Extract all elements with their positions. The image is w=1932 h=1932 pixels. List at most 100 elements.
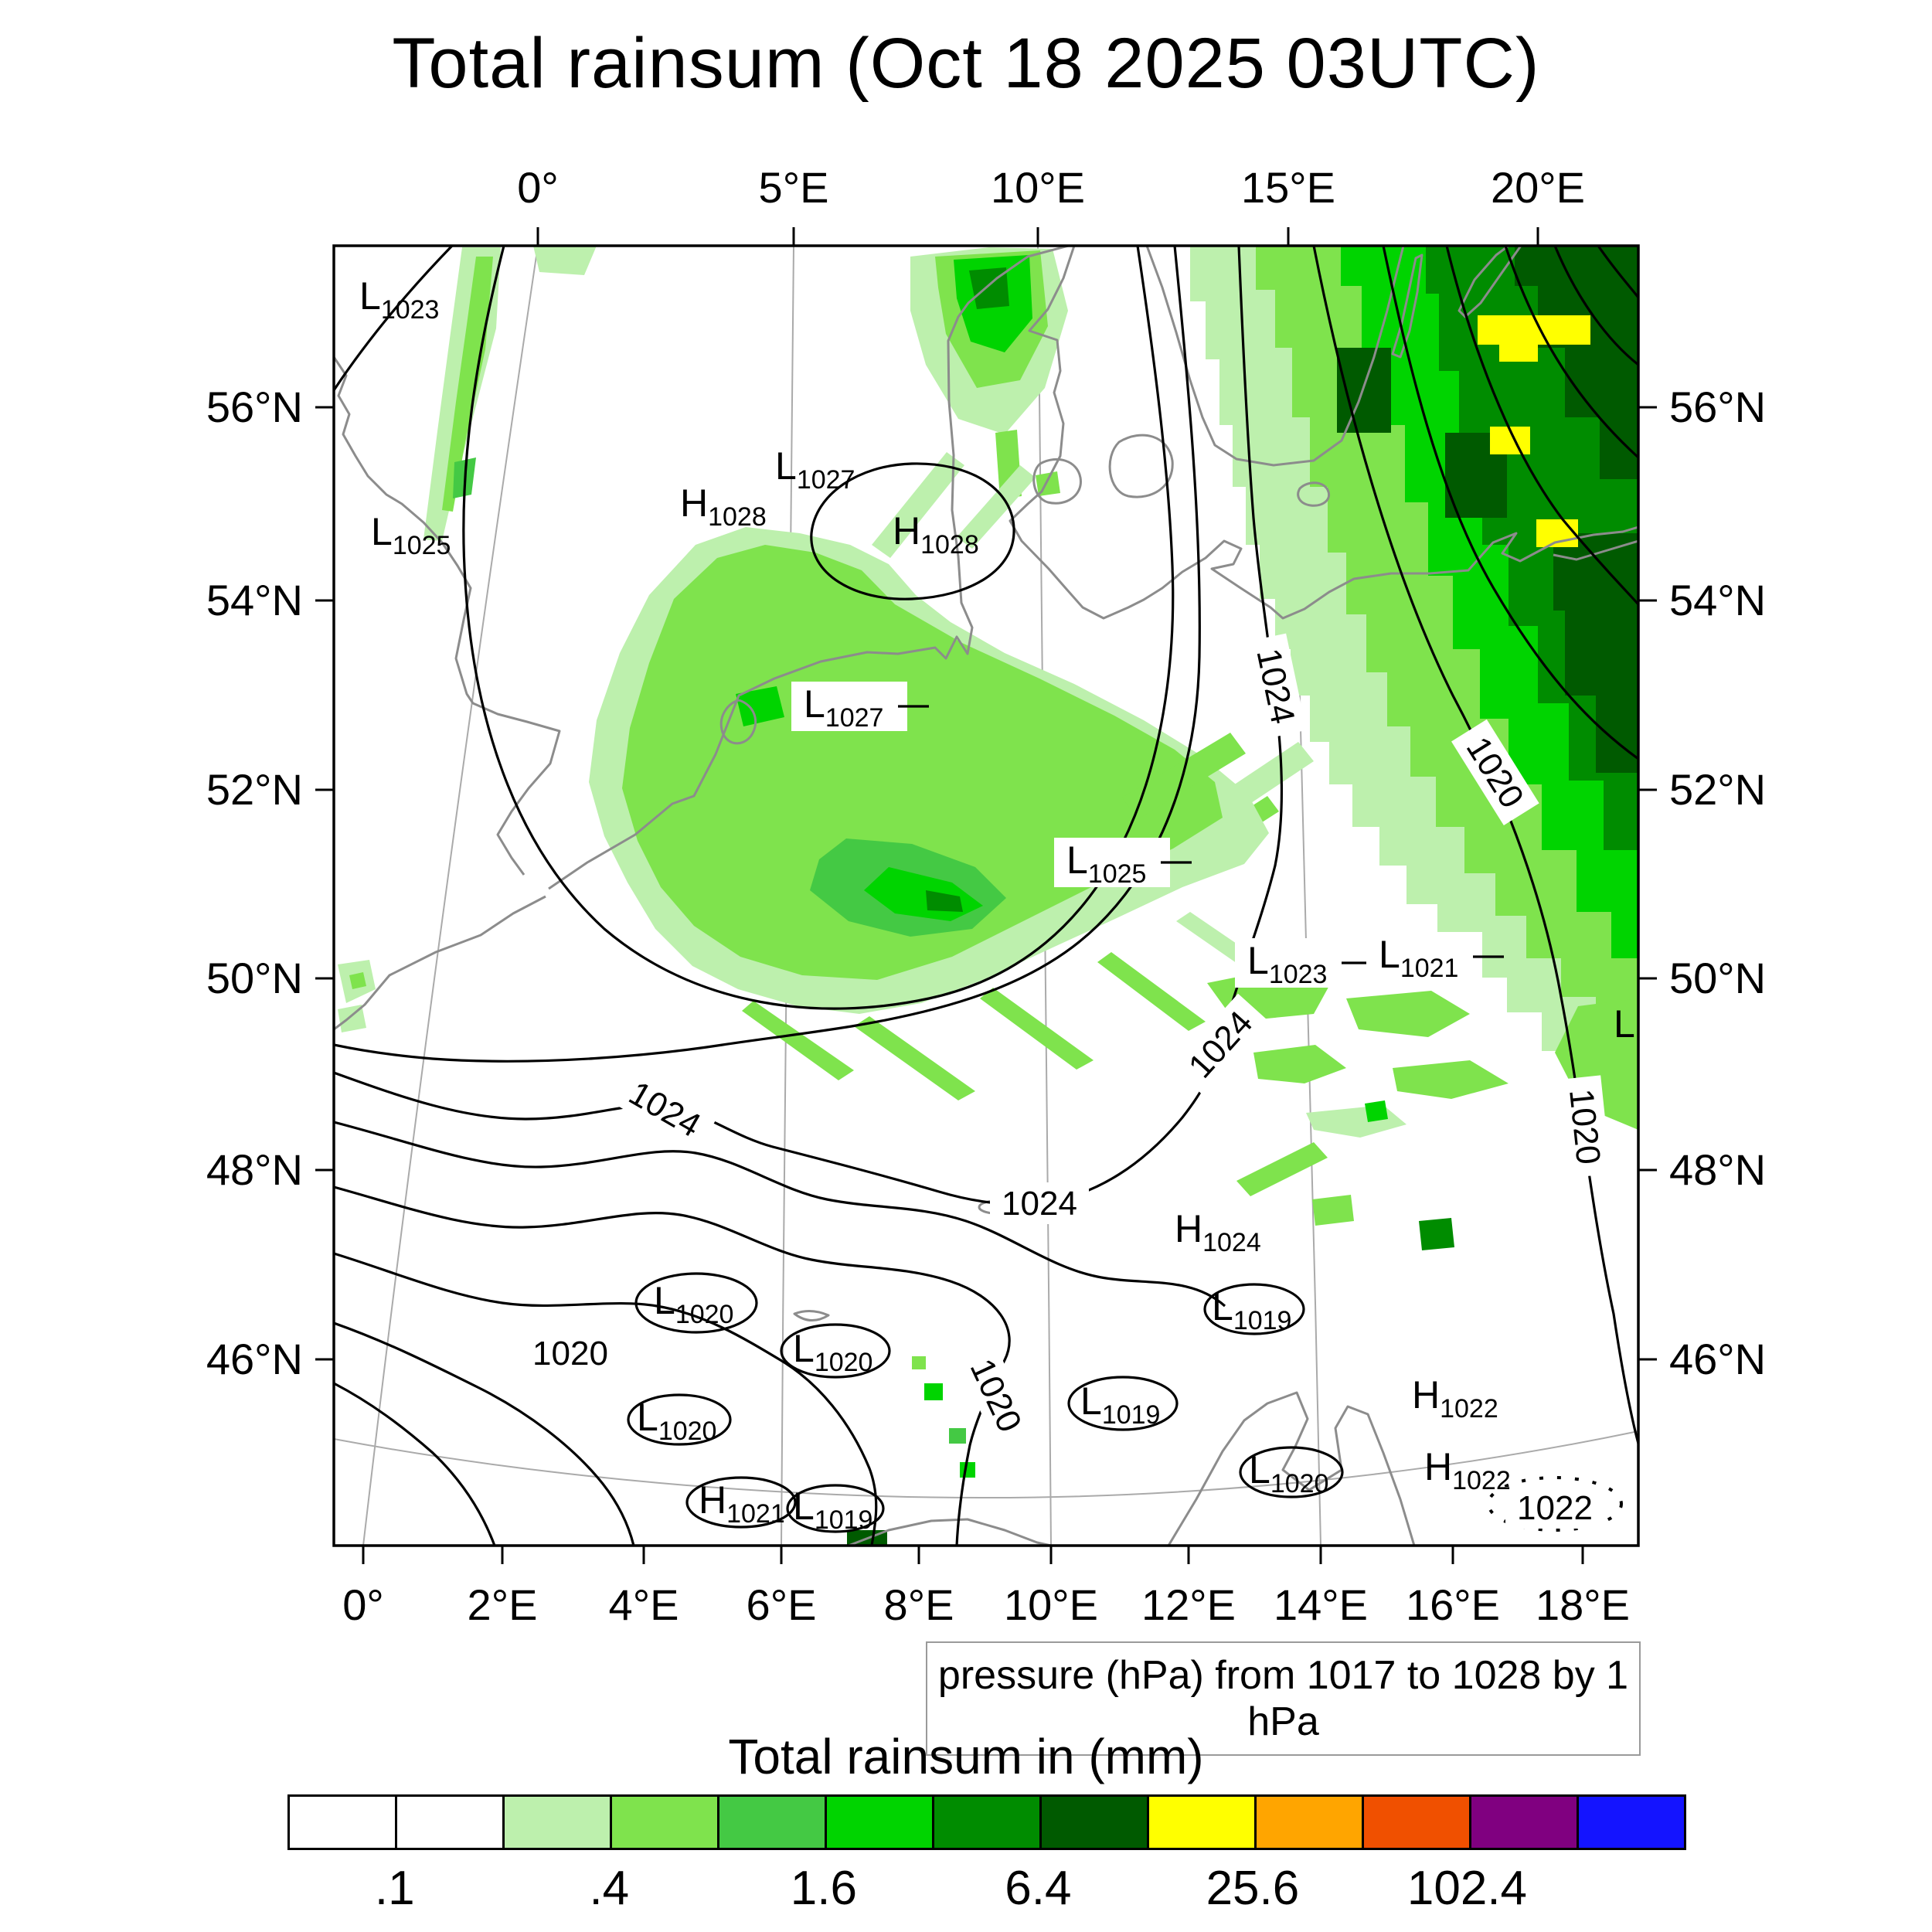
axis-tick-label: 54°N [1669, 576, 1766, 624]
pressure-center-high: H1024 [1175, 1207, 1261, 1257]
axis-tick-label: 46°N [1669, 1335, 1766, 1383]
pressure-center-low: L1023 [1235, 938, 1372, 989]
axis-tick-label: 50°N [1669, 954, 1766, 1002]
contour-value-label: 1020 [1559, 1075, 1611, 1179]
pressure-center-high: H1028 [893, 509, 979, 560]
colorbar-cell [1362, 1797, 1469, 1848]
pressure-center-high: H1028 [680, 481, 767, 532]
axis-tick-label: 6°E [747, 1580, 817, 1629]
pressure-center-low: L1027 [775, 444, 855, 495]
axis-tick-label: 18°E [1536, 1580, 1630, 1629]
svg-text:H1028: H1028 [680, 481, 767, 532]
pressure-center-low: L1025 [1054, 838, 1192, 889]
contour-value-label: 1024 [611, 1066, 719, 1152]
legend-title: Total rainsum in (mm) [728, 1729, 1204, 1784]
axis-tick-label: 54°N [206, 576, 303, 624]
pressure-center-high: H1022 [1424, 1445, 1511, 1495]
pressure-center-low: L [1614, 1002, 1635, 1046]
axis-tick-label: 52°N [206, 765, 303, 814]
contour-value-label: 1020 [521, 1332, 620, 1374]
axis-tick-label: 46°N [206, 1335, 303, 1383]
axis-tick-label: 5°E [759, 163, 829, 212]
colorbar-cell [395, 1797, 502, 1848]
svg-text:1022: 1022 [1517, 1489, 1593, 1527]
svg-text:1024: 1024 [1002, 1185, 1077, 1223]
svg-text:L1027: L1027 [775, 444, 855, 495]
colorbar-cell [1469, 1797, 1577, 1848]
axis-layer: 0° 5°E 10°E 15°E 20°E 0° 2°E 4°E 6°E 8°E 10°E 12°E 1… [206, 163, 1766, 1629]
coast-liguria [848, 1518, 1052, 1546]
axis-tick-label: 48°N [1669, 1145, 1766, 1194]
svg-text:H1022: H1022 [1412, 1373, 1498, 1423]
axis-tick-label: 50°N [206, 954, 303, 1002]
colorbar-cell [1577, 1797, 1684, 1848]
colorbar-cell [1039, 1797, 1147, 1848]
svg-text:L1021: L1021 [1379, 933, 1458, 983]
colorbar-tick-label: 6.4 [1005, 1862, 1072, 1915]
svg-text:H1028: H1028 [893, 509, 979, 560]
coast-ijsselmeer [719, 699, 757, 745]
pressure-center-low: L1023 [359, 274, 439, 325]
colorbar-cell [502, 1797, 610, 1848]
axis-tick-label: 8°E [884, 1580, 954, 1629]
axis-tick-label: 2°E [468, 1580, 538, 1629]
svg-text:1020: 1020 [1562, 1087, 1607, 1166]
axis-tick-label: 56°N [206, 383, 303, 431]
colorbar-cell [825, 1797, 932, 1848]
colorbar-cell [1254, 1797, 1362, 1848]
svg-text:H1022: H1022 [1424, 1445, 1511, 1495]
axis-tick-label: 52°N [1669, 765, 1766, 814]
colorbar-cell [290, 1797, 395, 1848]
axis-tick-label: 20°E [1491, 163, 1585, 212]
svg-text:H1024: H1024 [1175, 1207, 1261, 1257]
colorbar-cell [932, 1797, 1039, 1848]
coast-france [334, 895, 546, 1031]
chart-title: Total rainsum (Oct 18 2025 03UTC) [392, 24, 1540, 103]
svg-text:L1019: L1019 [793, 1485, 872, 1535]
pressure-center-low: L1019 [1080, 1379, 1160, 1430]
coast-gotland [1458, 246, 1522, 318]
pressure-center-low: L1020 [1249, 1448, 1328, 1498]
colorbar-cell [717, 1797, 825, 1848]
coast-bornholm [1297, 481, 1330, 507]
pressure-center-low: L1020 [637, 1396, 716, 1446]
svg-text:L1020: L1020 [654, 1279, 733, 1329]
pressure-center-low: L1019 [793, 1485, 872, 1535]
coast-oland [1391, 253, 1423, 359]
svg-text:L1020: L1020 [1249, 1448, 1328, 1498]
contour-value-label: 1022 [1505, 1487, 1604, 1529]
colorbar-cell [1147, 1797, 1254, 1848]
map-frame [332, 244, 1640, 1547]
pressure-center-low: L1020 [793, 1327, 872, 1377]
coast-jutland-east [1009, 246, 1638, 620]
colorbar-tick-label: 25.6 [1206, 1862, 1300, 1915]
coast-zealand [1108, 434, 1174, 498]
colorbar-tick-label: .1 [374, 1862, 415, 1915]
coast-sweden [1145, 246, 1405, 467]
coast-mainland [548, 246, 1073, 890]
pressure-center-high: H1022 [1412, 1373, 1498, 1423]
axis-tick-label: 15°E [1241, 163, 1335, 212]
svg-text:L1023: L1023 [359, 274, 439, 325]
pressure-center-low: L1021 [1366, 932, 1504, 983]
pressure-center-low: L1019 [1212, 1285, 1291, 1335]
axis-tick-label: 10°E [1004, 1580, 1098, 1629]
svg-text:L1020: L1020 [793, 1327, 872, 1377]
svg-text:L: L [1614, 1002, 1635, 1046]
colorbar-cell [610, 1797, 717, 1848]
pressure-contours [334, 246, 1638, 1546]
axis-tick-label: 48°N [206, 1145, 303, 1194]
axis-tick-label: 0° [517, 163, 559, 212]
lake-geneva [793, 1310, 830, 1321]
axis-tick-label: 16°E [1406, 1580, 1500, 1629]
axis-tick-label: 14°E [1274, 1580, 1368, 1629]
axis-tick-label: 56°N [1669, 383, 1766, 431]
colorbar-tick-label: 1.6 [790, 1862, 857, 1915]
colorbar-tick-label: 102.4 [1406, 1862, 1528, 1915]
pressure-center-high: H1021 [699, 1478, 785, 1529]
coast-funen [1032, 457, 1082, 505]
axis-tick-label: 10°E [991, 163, 1085, 212]
svg-text:L1019: L1019 [1212, 1285, 1291, 1335]
